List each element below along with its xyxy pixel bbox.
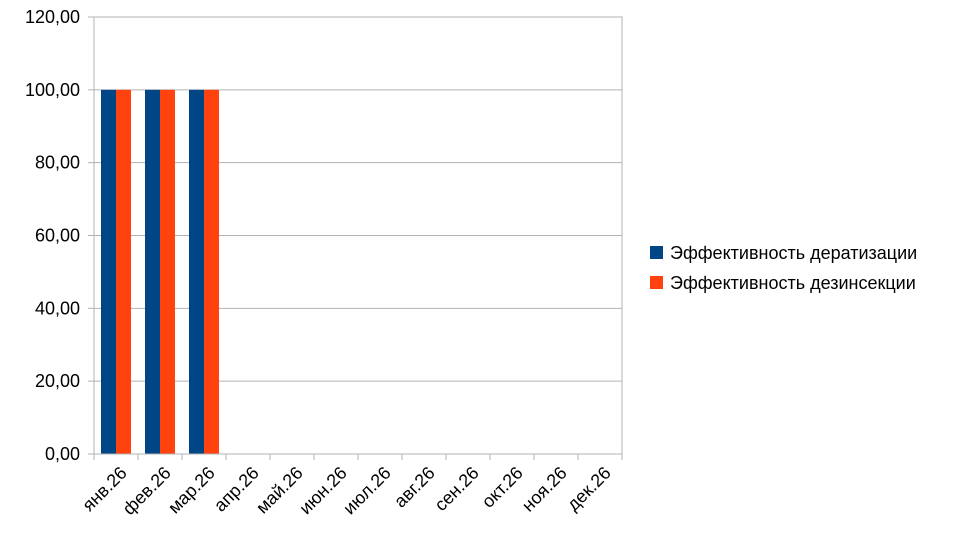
legend-label-1: Эффективность дезинсекции <box>670 273 916 293</box>
x-tick-label: фев.26 <box>119 463 175 519</box>
x-tick-label: май.26 <box>252 463 307 518</box>
bar-disinsection-1 <box>160 89 175 454</box>
x-tick-label: мар.26 <box>164 463 219 518</box>
x-tick-label: авг.26 <box>390 463 439 512</box>
x-tick-label: июл.26 <box>339 463 395 519</box>
x-tick-label: дек.26 <box>563 463 615 515</box>
y-tick-label: 80,00 <box>35 153 80 173</box>
bar-disinsection-2 <box>204 89 219 454</box>
x-tick-label: ноя.26 <box>518 463 571 516</box>
y-tick-label: 60,00 <box>35 226 80 246</box>
x-tick-label: июн.26 <box>295 463 351 519</box>
legend-label-0: Эффективность дератизации <box>670 243 917 263</box>
bar-deratization-2 <box>189 89 204 454</box>
bar-disinsection-0 <box>116 89 131 454</box>
x-tick-label: сен.26 <box>431 463 483 515</box>
legend-swatch-1 <box>650 276 663 289</box>
bar-deratization-0 <box>101 89 116 454</box>
x-axis-tick-labels: янв.26фев.26мар.26апр.26май.26июн.26июл.… <box>78 463 615 519</box>
legend-swatch-0 <box>650 246 663 259</box>
y-tick-label: 100,00 <box>25 80 80 100</box>
y-tick-label: 0,00 <box>45 444 80 464</box>
axes <box>88 16 623 460</box>
bar-deratization-1 <box>145 89 160 454</box>
x-tick-label: окт.26 <box>478 463 527 512</box>
y-axis-tick-labels: 0,00 20,00 40,00 60,00 80,00 100,00 120,00 <box>25 7 80 464</box>
y-tick-label: 120,00 <box>25 7 80 27</box>
x-tick-label: апр.26 <box>210 463 263 516</box>
bars <box>101 89 219 454</box>
legend: Эффективность дератизации Эффективность д… <box>650 243 917 293</box>
y-tick-label: 20,00 <box>35 371 80 391</box>
y-tick-label: 40,00 <box>35 298 80 318</box>
